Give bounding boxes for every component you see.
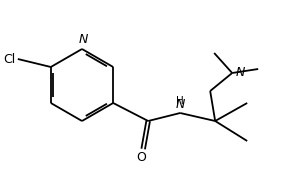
Text: N: N (235, 65, 245, 79)
Text: N: N (176, 98, 185, 111)
Text: Cl: Cl (4, 52, 16, 65)
Text: H: H (176, 96, 184, 106)
Text: O: O (136, 151, 146, 164)
Text: N: N (78, 33, 88, 46)
